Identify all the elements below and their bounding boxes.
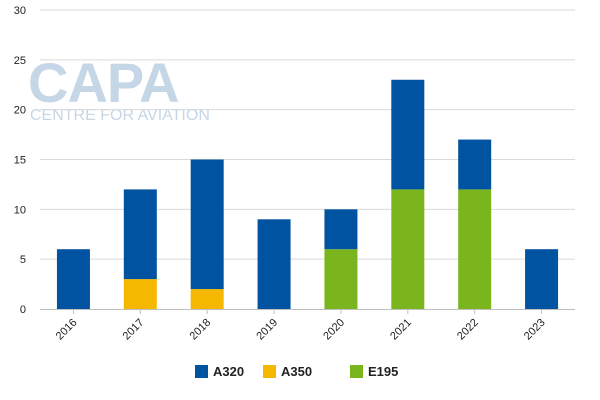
x-tick-label: 2016	[54, 317, 80, 343]
legend-swatch-e195	[350, 365, 363, 378]
x-tick-label: 2021	[388, 317, 414, 343]
y-tick-label: 25	[14, 55, 26, 67]
watermark-logo-text: CAPA	[28, 51, 179, 114]
capa-watermark-logo: CAPA CENTRE FOR AVIATION	[28, 51, 210, 124]
x-tick-label: 2023	[522, 317, 548, 343]
bar-a320-2023	[525, 249, 559, 309]
y-tick-label: 15	[14, 155, 26, 167]
x-tick-label: 2018	[188, 317, 214, 343]
x-axis	[40, 309, 575, 314]
chart-legend: A320 A350 E195	[195, 364, 398, 379]
x-axis-tick-labels: 2016 2017 2018 2019 2020 2021 2022 2023	[54, 317, 548, 343]
bar-e195-2020	[324, 249, 358, 309]
gridlines	[40, 9, 575, 260]
y-tick-label: 5	[20, 254, 26, 266]
bar-a320-2017	[123, 189, 157, 280]
x-tick-label: 2022	[455, 317, 481, 343]
bar-a350-2017	[123, 279, 157, 309]
legend-label-a350: A350	[281, 364, 312, 379]
bar-e195-2022	[458, 189, 492, 309]
bar-a320-2021	[391, 79, 425, 190]
y-tick-label: 10	[14, 204, 26, 216]
y-axis-tick-labels: 0 5 10 15 20 25 30	[14, 5, 26, 316]
bar-a320-2022	[458, 139, 492, 190]
x-tick-label: 2019	[254, 317, 280, 343]
y-tick-label: 30	[14, 5, 26, 17]
legend-label-a320: A320	[213, 364, 244, 379]
watermark-tagline: CENTRE FOR AVIATION	[30, 107, 210, 124]
y-tick-label: 20	[14, 105, 26, 117]
bar-a350-2018	[190, 289, 224, 309]
bar-a320-2020	[324, 209, 358, 250]
bar-series	[56, 79, 559, 309]
x-tick-label: 2017	[121, 317, 147, 343]
y-tick-label: 0	[20, 304, 26, 316]
bar-a320-2016	[56, 249, 90, 309]
legend-label-e195: E195	[368, 364, 398, 379]
x-tick-label: 2020	[321, 317, 347, 343]
bar-e195-2021	[391, 189, 425, 309]
legend-swatch-a350	[263, 365, 276, 378]
legend-swatch-a320	[195, 365, 208, 378]
bar-a320-2018	[190, 159, 224, 290]
bar-a320-2019	[257, 219, 291, 309]
